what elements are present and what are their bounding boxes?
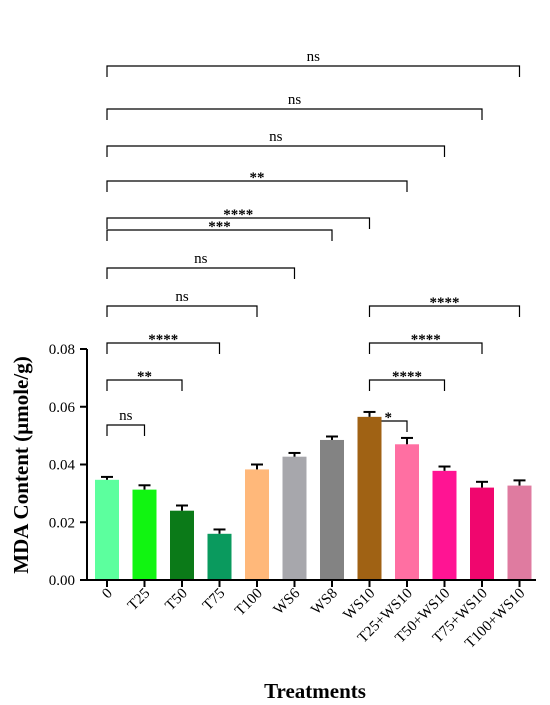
significance-bracket (106, 229, 333, 241)
bar (245, 469, 269, 580)
bar (95, 479, 119, 580)
significance-label: **** (430, 295, 460, 311)
y-tick-label: 0.02 (49, 515, 75, 531)
y-tick-label: 0.04 (49, 458, 76, 474)
significance-label: ** (250, 170, 265, 186)
significance-label: *** (208, 219, 231, 235)
significance-label: * (385, 410, 393, 426)
bar (470, 487, 494, 580)
bar (320, 439, 344, 580)
x-tick-label: T75 (200, 586, 228, 614)
significance-label: ns (175, 289, 189, 305)
y-tick-label: 0.08 (49, 342, 75, 358)
bar (432, 470, 457, 580)
significance-label: **** (411, 332, 441, 348)
y-tick-label: 0.00 (49, 573, 75, 589)
significance-bracket (368, 379, 446, 391)
y-ticks: 0.00 0.02 0.04 0.06 0.08 (49, 342, 87, 589)
significance-bracket (106, 145, 446, 157)
significance-bracket (106, 379, 183, 391)
bar (507, 485, 532, 580)
bar (282, 456, 307, 580)
bar (132, 489, 157, 580)
significance-bracket (106, 305, 258, 317)
x-tick-label: WS6 (271, 585, 304, 618)
significance-label: ns (307, 49, 321, 65)
significance-label: ns (269, 129, 283, 145)
significance-bracket (106, 342, 221, 354)
significance-label: ns (288, 92, 302, 108)
x-tick-label: 0 (99, 586, 116, 603)
significance-bracket (106, 424, 146, 436)
significance-bracket (368, 342, 483, 354)
bar (170, 510, 194, 580)
significance-label: ns (119, 408, 133, 424)
x-ticks: 0 T25 T50 T75 T100 WS6 WS8 WS10T25+WS10T50+WS10… (99, 580, 528, 652)
significance-label: **** (392, 369, 422, 385)
bar (207, 533, 232, 580)
bars (95, 410, 532, 580)
significance-bracket (106, 65, 521, 77)
x-tick-label: T50 (162, 586, 190, 614)
x-tick-label: T100 (232, 586, 266, 620)
x-tick-label: WS8 (308, 586, 341, 619)
significance-bracket (106, 217, 371, 229)
y-tick-label: 0.06 (49, 400, 76, 416)
significance-label: ns (194, 251, 208, 267)
significance-bracket (106, 180, 408, 192)
bar (395, 444, 419, 580)
significance-label: **** (223, 207, 253, 223)
bar (357, 416, 382, 580)
significance-bracket (106, 267, 296, 279)
x-tick-label: T25 (125, 586, 153, 614)
significance-bracket (368, 305, 521, 317)
significance-bracket (106, 108, 483, 120)
significance-label: **** (148, 332, 178, 348)
y-axis-title: MDA Content (µmole/g) (9, 356, 33, 573)
x-axis-title: Treatments (264, 679, 366, 703)
significance-label: ** (137, 369, 152, 385)
